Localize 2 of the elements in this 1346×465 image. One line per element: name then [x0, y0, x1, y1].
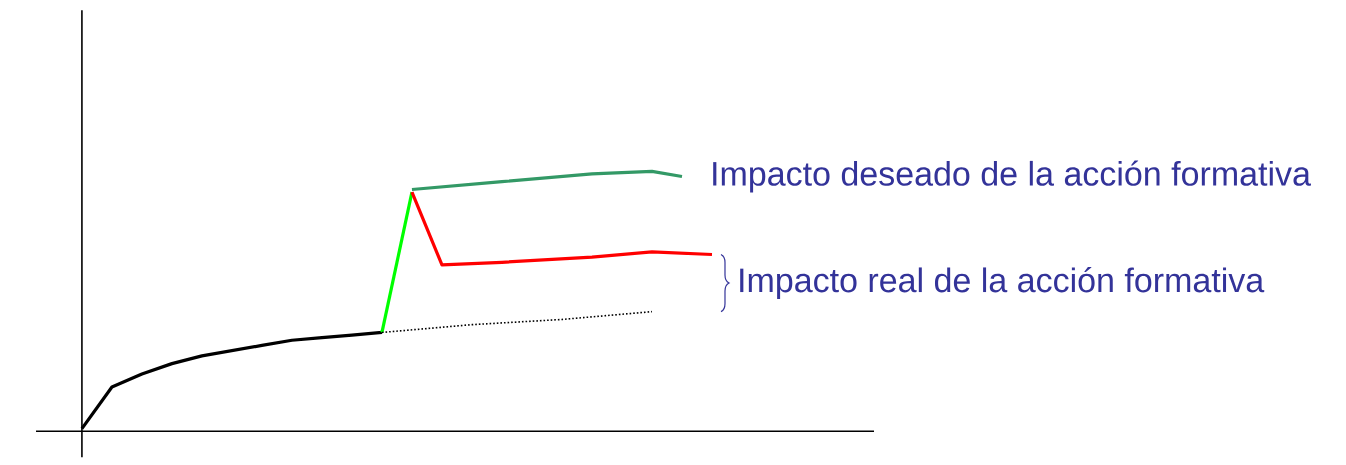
annotation: Impacto real de la acción formativa	[740, 267, 1265, 300]
annotation: Impacto deseado de la acción formativa	[713, 160, 1311, 193]
